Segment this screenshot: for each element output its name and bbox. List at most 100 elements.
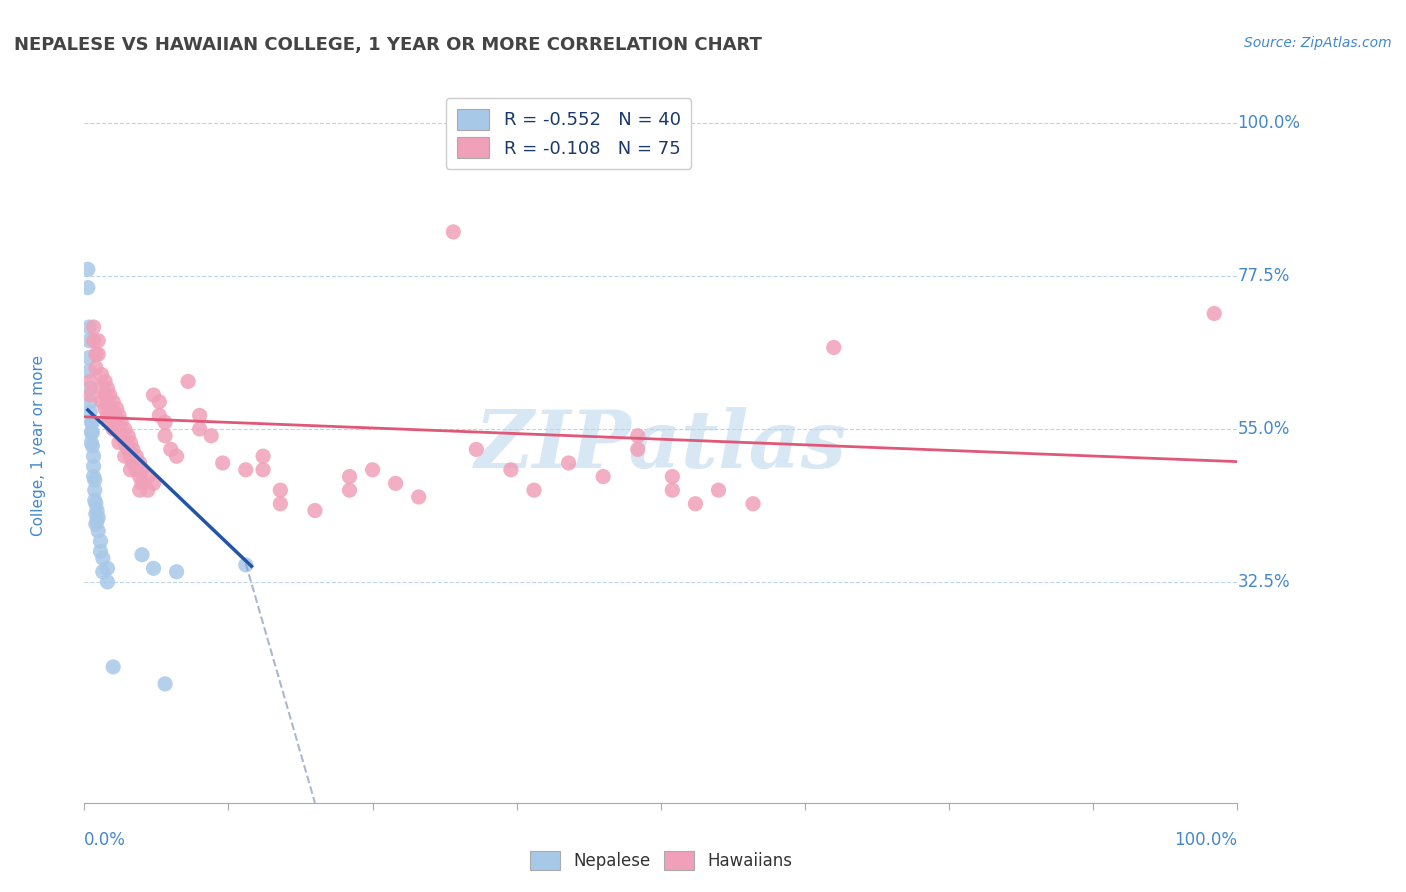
- Point: [142, 476, 165, 491]
- Point: [211, 456, 233, 470]
- Text: 32.5%: 32.5%: [1237, 573, 1289, 591]
- Point: [86, 503, 108, 517]
- Point: [83, 320, 105, 334]
- Point: [83, 493, 105, 508]
- Point: [166, 449, 188, 463]
- Point: [384, 476, 406, 491]
- Point: [77, 364, 100, 378]
- Point: [82, 439, 104, 453]
- Point: [339, 483, 361, 498]
- Point: [131, 548, 153, 562]
- Point: [148, 409, 170, 423]
- Point: [114, 435, 136, 450]
- Point: [125, 463, 148, 477]
- Point: [98, 388, 121, 402]
- Point: [87, 524, 110, 538]
- Point: [269, 497, 291, 511]
- Point: [98, 415, 121, 429]
- Point: [131, 463, 153, 477]
- Point: [96, 409, 118, 423]
- Point: [87, 334, 110, 348]
- Point: [153, 677, 176, 691]
- Point: [86, 514, 108, 528]
- Point: [103, 422, 124, 436]
- Point: [121, 442, 143, 457]
- Point: [83, 334, 105, 348]
- Point: [98, 401, 121, 416]
- Point: [125, 449, 148, 463]
- Point: [117, 442, 139, 457]
- Point: [105, 401, 128, 416]
- Point: [83, 473, 105, 487]
- Point: [77, 334, 100, 348]
- Point: [83, 449, 105, 463]
- Point: [96, 381, 118, 395]
- Point: [304, 503, 326, 517]
- Point: [200, 429, 222, 443]
- Point: [96, 561, 118, 575]
- Text: Source: ZipAtlas.com: Source: ZipAtlas.com: [1244, 36, 1392, 50]
- Point: [84, 507, 107, 521]
- Point: [148, 394, 170, 409]
- Point: [80, 425, 103, 440]
- Point: [408, 490, 430, 504]
- Point: [142, 561, 165, 575]
- Point: [110, 429, 132, 443]
- Point: [685, 497, 707, 511]
- Point: [153, 429, 176, 443]
- Point: [83, 483, 105, 498]
- Point: [90, 381, 112, 395]
- Point: [339, 469, 361, 483]
- Point: [82, 415, 104, 429]
- Point: [252, 463, 274, 477]
- Point: [661, 483, 683, 498]
- Point: [114, 449, 136, 463]
- Point: [142, 388, 165, 402]
- Point: [166, 565, 188, 579]
- Point: [120, 449, 142, 463]
- Point: [823, 341, 845, 355]
- Point: [707, 483, 730, 498]
- Point: [114, 422, 136, 436]
- Point: [188, 422, 211, 436]
- Point: [110, 415, 132, 429]
- Point: [79, 394, 101, 409]
- Text: 100.0%: 100.0%: [1237, 114, 1301, 132]
- Point: [269, 483, 291, 498]
- Point: [136, 469, 159, 483]
- Point: [94, 401, 117, 416]
- Point: [131, 476, 153, 491]
- Point: [592, 469, 614, 483]
- Point: [108, 435, 131, 450]
- Legend: Nepalese, Hawaiians: Nepalese, Hawaiians: [520, 841, 801, 880]
- Point: [77, 351, 100, 365]
- Point: [103, 660, 124, 674]
- Point: [108, 409, 131, 423]
- Text: ZIPatlas: ZIPatlas: [475, 408, 846, 484]
- Point: [77, 320, 100, 334]
- Text: College, 1 year or more: College, 1 year or more: [31, 356, 46, 536]
- Point: [82, 425, 104, 440]
- Point: [94, 375, 117, 389]
- Point: [742, 497, 765, 511]
- Point: [128, 469, 150, 483]
- Point: [153, 415, 176, 429]
- Point: [83, 459, 105, 474]
- Text: 55.0%: 55.0%: [1237, 420, 1289, 438]
- Point: [557, 456, 579, 470]
- Point: [108, 422, 131, 436]
- Point: [128, 483, 150, 498]
- Point: [121, 456, 143, 470]
- Point: [87, 347, 110, 361]
- Point: [188, 409, 211, 423]
- Point: [627, 442, 650, 457]
- Point: [76, 262, 98, 277]
- Point: [94, 388, 117, 402]
- Point: [80, 435, 103, 450]
- Point: [235, 463, 257, 477]
- Point: [79, 388, 101, 402]
- Point: [105, 415, 128, 429]
- Text: 0.0%: 0.0%: [84, 831, 127, 849]
- Point: [361, 463, 384, 477]
- Point: [120, 435, 142, 450]
